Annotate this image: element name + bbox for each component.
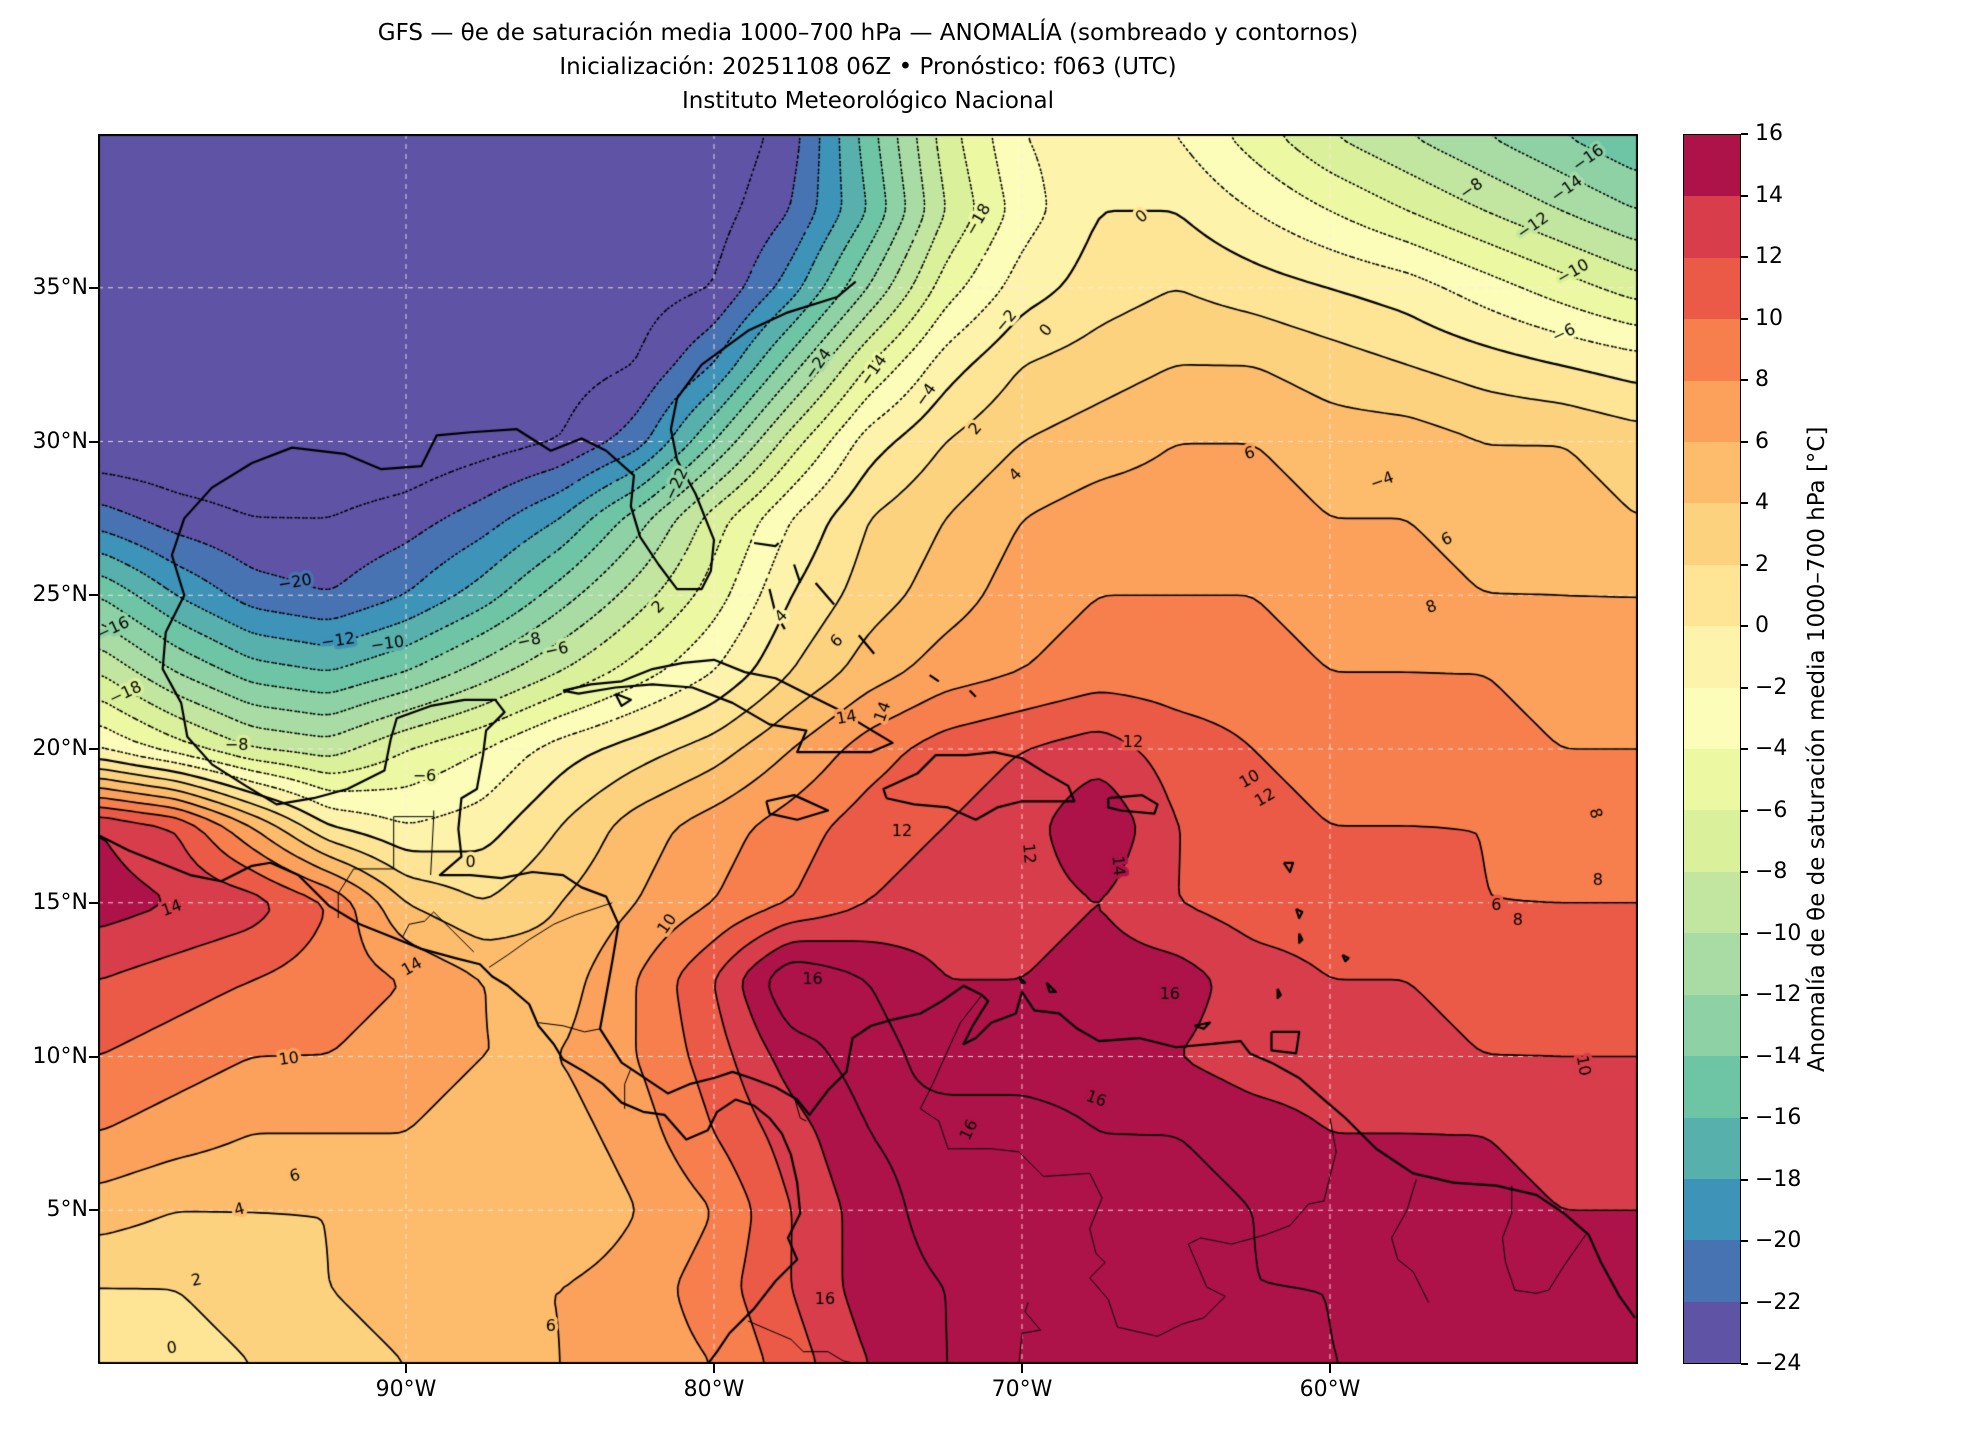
colorbar-tick-label: 10 <box>1755 305 1783 331</box>
colorbar-cell <box>1684 1240 1740 1302</box>
lon-tick-mark <box>1329 1364 1331 1373</box>
colorbar-tick-mark <box>1741 1240 1748 1242</box>
lat-tick-label: 20°N <box>32 736 88 761</box>
colorbar-tick-label: 8 <box>1755 367 1769 392</box>
colorbar-tick-mark <box>1741 809 1748 812</box>
colorbar-tick-mark <box>1741 1178 1748 1181</box>
colorbar-tick-label: −20 <box>1755 1228 1802 1253</box>
colorbar-tick-label: 2 <box>1755 551 1769 577</box>
lon-tick-mark <box>405 1364 407 1373</box>
colorbar-cell <box>1684 871 1740 934</box>
colorbar-tick-label: 14 <box>1755 182 1783 208</box>
lon-tick-mark <box>1021 1364 1023 1373</box>
colorbar-tick-mark <box>1741 379 1748 381</box>
colorbar-cell <box>1684 564 1740 627</box>
lon-tick-label: 70°W <box>991 1377 1053 1402</box>
colorbar-cell <box>1684 319 1740 381</box>
colorbar-cell <box>1684 135 1740 197</box>
lat-tick-label: 5°N <box>46 1197 88 1223</box>
colorbar-cell <box>1684 257 1740 320</box>
colorbar-tick-mark <box>1741 563 1748 566</box>
colorbar-tick-mark <box>1741 1301 1748 1304</box>
lat-tick-label: 15°N <box>32 889 88 915</box>
anomaly-map-canvas <box>98 134 1638 1364</box>
colorbar-tick-label: −2 <box>1755 674 1788 700</box>
colorbar-tick-label: 6 <box>1755 428 1769 454</box>
chart-institution: Instituto Meteorológico Nacional <box>682 88 1054 114</box>
chart-title: GFS — θe de saturación media 1000–700 hP… <box>377 20 1359 46</box>
colorbar-tick-mark <box>1741 317 1748 320</box>
lat-tick-mark <box>89 901 98 904</box>
lon-tick-label: 80°W <box>683 1377 745 1402</box>
colorbar-tick-label: 12 <box>1755 244 1783 269</box>
colorbar <box>1683 134 1741 1364</box>
colorbar-tick-label: 4 <box>1755 490 1769 515</box>
title-block: GFS — θe de saturación media 1000–700 hP… <box>98 16 1638 118</box>
colorbar-cell <box>1684 1178 1740 1241</box>
colorbar-cell <box>1684 380 1740 443</box>
colorbar-tick-label: −16 <box>1755 1105 1802 1130</box>
colorbar-tick-label: −4 <box>1755 736 1788 761</box>
colorbar-tick-label: −8 <box>1755 859 1788 884</box>
colorbar-tick-mark <box>1741 194 1748 197</box>
colorbar-cell <box>1684 749 1740 811</box>
chart-subtitle: Inicialización: 20251108 06Z • Pronóstic… <box>559 54 1177 80</box>
colorbar-tick-mark <box>1741 256 1748 258</box>
colorbar-tick-label: −18 <box>1755 1166 1802 1192</box>
lon-tick-mark <box>713 1364 715 1373</box>
colorbar-tick-mark <box>1741 1363 1748 1365</box>
colorbar-cell <box>1684 503 1740 565</box>
colorbar-cell <box>1684 626 1740 688</box>
lon-tick-label: 60°W <box>1299 1377 1361 1402</box>
colorbar-tick-label: −14 <box>1755 1043 1802 1069</box>
colorbar-tick-label: −6 <box>1755 797 1788 823</box>
colorbar-cell <box>1684 994 1740 1057</box>
colorbar-cell <box>1684 687 1740 750</box>
colorbar-tick-mark <box>1741 748 1748 750</box>
lat-tick-label: 25°N <box>32 582 88 608</box>
colorbar-tick-mark <box>1741 994 1748 996</box>
lat-tick-mark <box>89 1209 98 1212</box>
colorbar-tick-mark <box>1741 871 1748 873</box>
colorbar-label: Anomalía de θe de saturación media 1000–… <box>1804 426 1830 1072</box>
colorbar-cell <box>1684 933 1740 995</box>
colorbar-cell <box>1684 1056 1740 1118</box>
lat-tick-mark <box>89 594 98 597</box>
lat-tick-label: 10°N <box>32 1043 88 1069</box>
colorbar-cell <box>1684 1301 1740 1364</box>
colorbar-tick-mark <box>1741 625 1748 627</box>
colorbar-tick-label: 16 <box>1755 121 1783 146</box>
colorbar-cell <box>1684 442 1740 504</box>
colorbar-tick-mark <box>1741 502 1748 504</box>
colorbar-tick-mark <box>1741 1055 1748 1058</box>
colorbar-tick-mark <box>1741 1117 1748 1119</box>
colorbar-tick-mark <box>1741 686 1748 689</box>
colorbar-tick-label: 0 <box>1755 613 1769 638</box>
colorbar-cell <box>1684 810 1740 872</box>
lat-tick-label: 30°N <box>32 428 88 454</box>
lat-tick-mark <box>89 286 98 289</box>
lon-tick-label: 90°W <box>375 1377 437 1402</box>
lat-tick-mark <box>89 440 98 443</box>
lat-tick-label: 35°N <box>32 274 88 300</box>
colorbar-tick-label: −10 <box>1755 920 1802 946</box>
colorbar-tick-label: −22 <box>1755 1289 1802 1315</box>
colorbar-tick-mark <box>1741 932 1748 935</box>
colorbar-cell <box>1684 1117 1740 1179</box>
lat-tick-mark <box>89 1055 98 1058</box>
colorbar-tick-mark <box>1741 440 1748 443</box>
colorbar-tick-mark <box>1741 133 1748 135</box>
colorbar-cell <box>1684 196 1740 258</box>
colorbar-tick-label: −24 <box>1755 1351 1802 1376</box>
colorbar-tick-label: −12 <box>1755 982 1802 1007</box>
lat-tick-mark <box>89 748 98 750</box>
